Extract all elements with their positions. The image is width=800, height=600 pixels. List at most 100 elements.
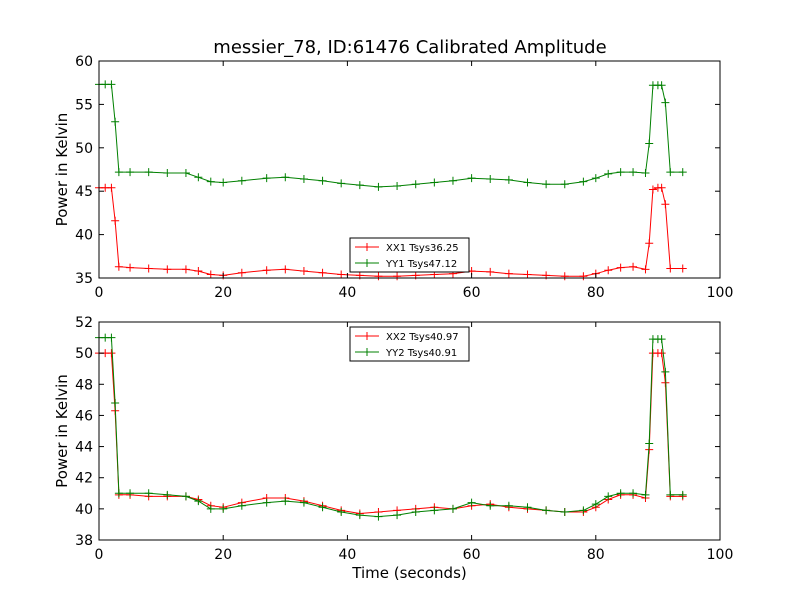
y-tick-label: 52 <box>75 315 93 331</box>
data-point <box>107 349 116 358</box>
data-point <box>604 266 613 275</box>
x-tick-label: 100 <box>707 547 734 563</box>
data-point <box>604 169 613 178</box>
data-point <box>579 177 588 186</box>
data-point <box>181 168 190 177</box>
data-point <box>337 179 346 188</box>
data-point <box>262 174 271 183</box>
data-point <box>163 168 172 177</box>
data-point <box>126 168 135 177</box>
data-point <box>661 98 670 107</box>
data-point <box>591 500 600 509</box>
data-point <box>504 269 513 278</box>
data-point <box>107 333 116 342</box>
data-point <box>661 367 670 376</box>
data-point <box>194 497 203 506</box>
x-tick-label: 0 <box>95 547 104 563</box>
top-plot: 0 20 40 60 80 100 35 40 45 50 55 60 Power in Kelvin X… <box>53 54 733 301</box>
x-tick-label: 0 <box>95 285 104 301</box>
data-point <box>657 349 666 358</box>
data-point <box>657 335 666 344</box>
data-point <box>393 272 402 281</box>
data-point <box>629 168 638 177</box>
legend-frame <box>349 326 470 362</box>
data-point <box>262 498 271 507</box>
data-point <box>542 506 551 515</box>
legend-marker <box>363 332 371 340</box>
data-point <box>666 168 675 177</box>
data-point <box>262 266 271 275</box>
data-point <box>126 263 135 272</box>
data-point <box>467 498 476 507</box>
axes-frame <box>98 60 721 279</box>
data-point <box>430 178 439 187</box>
data-point <box>219 504 228 513</box>
data-point <box>560 272 569 281</box>
data-point <box>678 264 687 273</box>
data-point <box>486 175 495 184</box>
data-point <box>616 263 625 272</box>
x-tick-label: 40 <box>338 285 356 301</box>
data-point <box>126 489 135 498</box>
data-point <box>107 80 116 89</box>
x-tick-label: 60 <box>463 547 481 563</box>
data-point <box>393 511 402 520</box>
y-tick-label: 55 <box>75 97 93 113</box>
legend-label: YY2 Tsys40.91 <box>385 348 457 359</box>
data-point <box>467 174 476 183</box>
x-tick-label: 80 <box>587 285 605 301</box>
data-point <box>111 117 120 126</box>
y-tick-label: 40 <box>75 228 93 244</box>
data-point <box>523 178 532 187</box>
data-point <box>144 168 153 177</box>
data-point <box>666 264 675 273</box>
data-point <box>114 262 123 271</box>
chart-title: messier_78, ID:61476 Calibrated Amplitud… <box>213 37 606 58</box>
data-point <box>337 507 346 516</box>
x-axis-label: Time (seconds) <box>351 564 467 582</box>
legend-frame <box>349 237 470 273</box>
data-point <box>374 272 383 281</box>
data-point <box>194 173 203 182</box>
data-point <box>355 181 364 190</box>
data-point <box>299 175 308 184</box>
y-tick-label: 46 <box>75 408 93 424</box>
legend-label: XX2 Tsys40.97 <box>386 332 459 343</box>
data-point <box>448 176 457 185</box>
data-point <box>206 270 215 279</box>
data-point <box>219 178 228 187</box>
data-point <box>504 501 513 510</box>
y-tick-label: 42 <box>75 471 93 487</box>
data-point <box>657 81 666 90</box>
x-tick-label: 20 <box>214 547 232 563</box>
data-point <box>678 168 687 177</box>
data-point <box>641 265 650 274</box>
data-point <box>181 265 190 274</box>
data-point <box>411 180 420 189</box>
data-point <box>604 492 613 501</box>
data-point <box>430 506 439 515</box>
data-point <box>111 216 120 225</box>
legend: XX2 Tsys40.97 YY2 Tsys40.91 <box>349 326 470 362</box>
data-point <box>318 268 327 277</box>
legend-marker <box>363 243 371 251</box>
data-point <box>542 180 551 189</box>
data-point <box>281 497 290 506</box>
data-point <box>560 507 569 516</box>
data-point <box>318 176 327 185</box>
data-point <box>616 489 625 498</box>
data-point <box>666 490 675 499</box>
axes-frame <box>98 321 721 541</box>
x-tick-label: 20 <box>214 285 232 301</box>
data-point <box>486 501 495 510</box>
data-point <box>579 506 588 515</box>
data-point <box>448 504 457 513</box>
y-tick-label: 40 <box>75 502 93 518</box>
legend-label: XX1 Tsys36.25 <box>386 243 459 254</box>
data-point <box>486 267 495 276</box>
x-tick-label: 100 <box>707 285 734 301</box>
data-point <box>281 265 290 274</box>
y-tick-label: 45 <box>75 184 93 200</box>
data-point <box>678 490 687 499</box>
